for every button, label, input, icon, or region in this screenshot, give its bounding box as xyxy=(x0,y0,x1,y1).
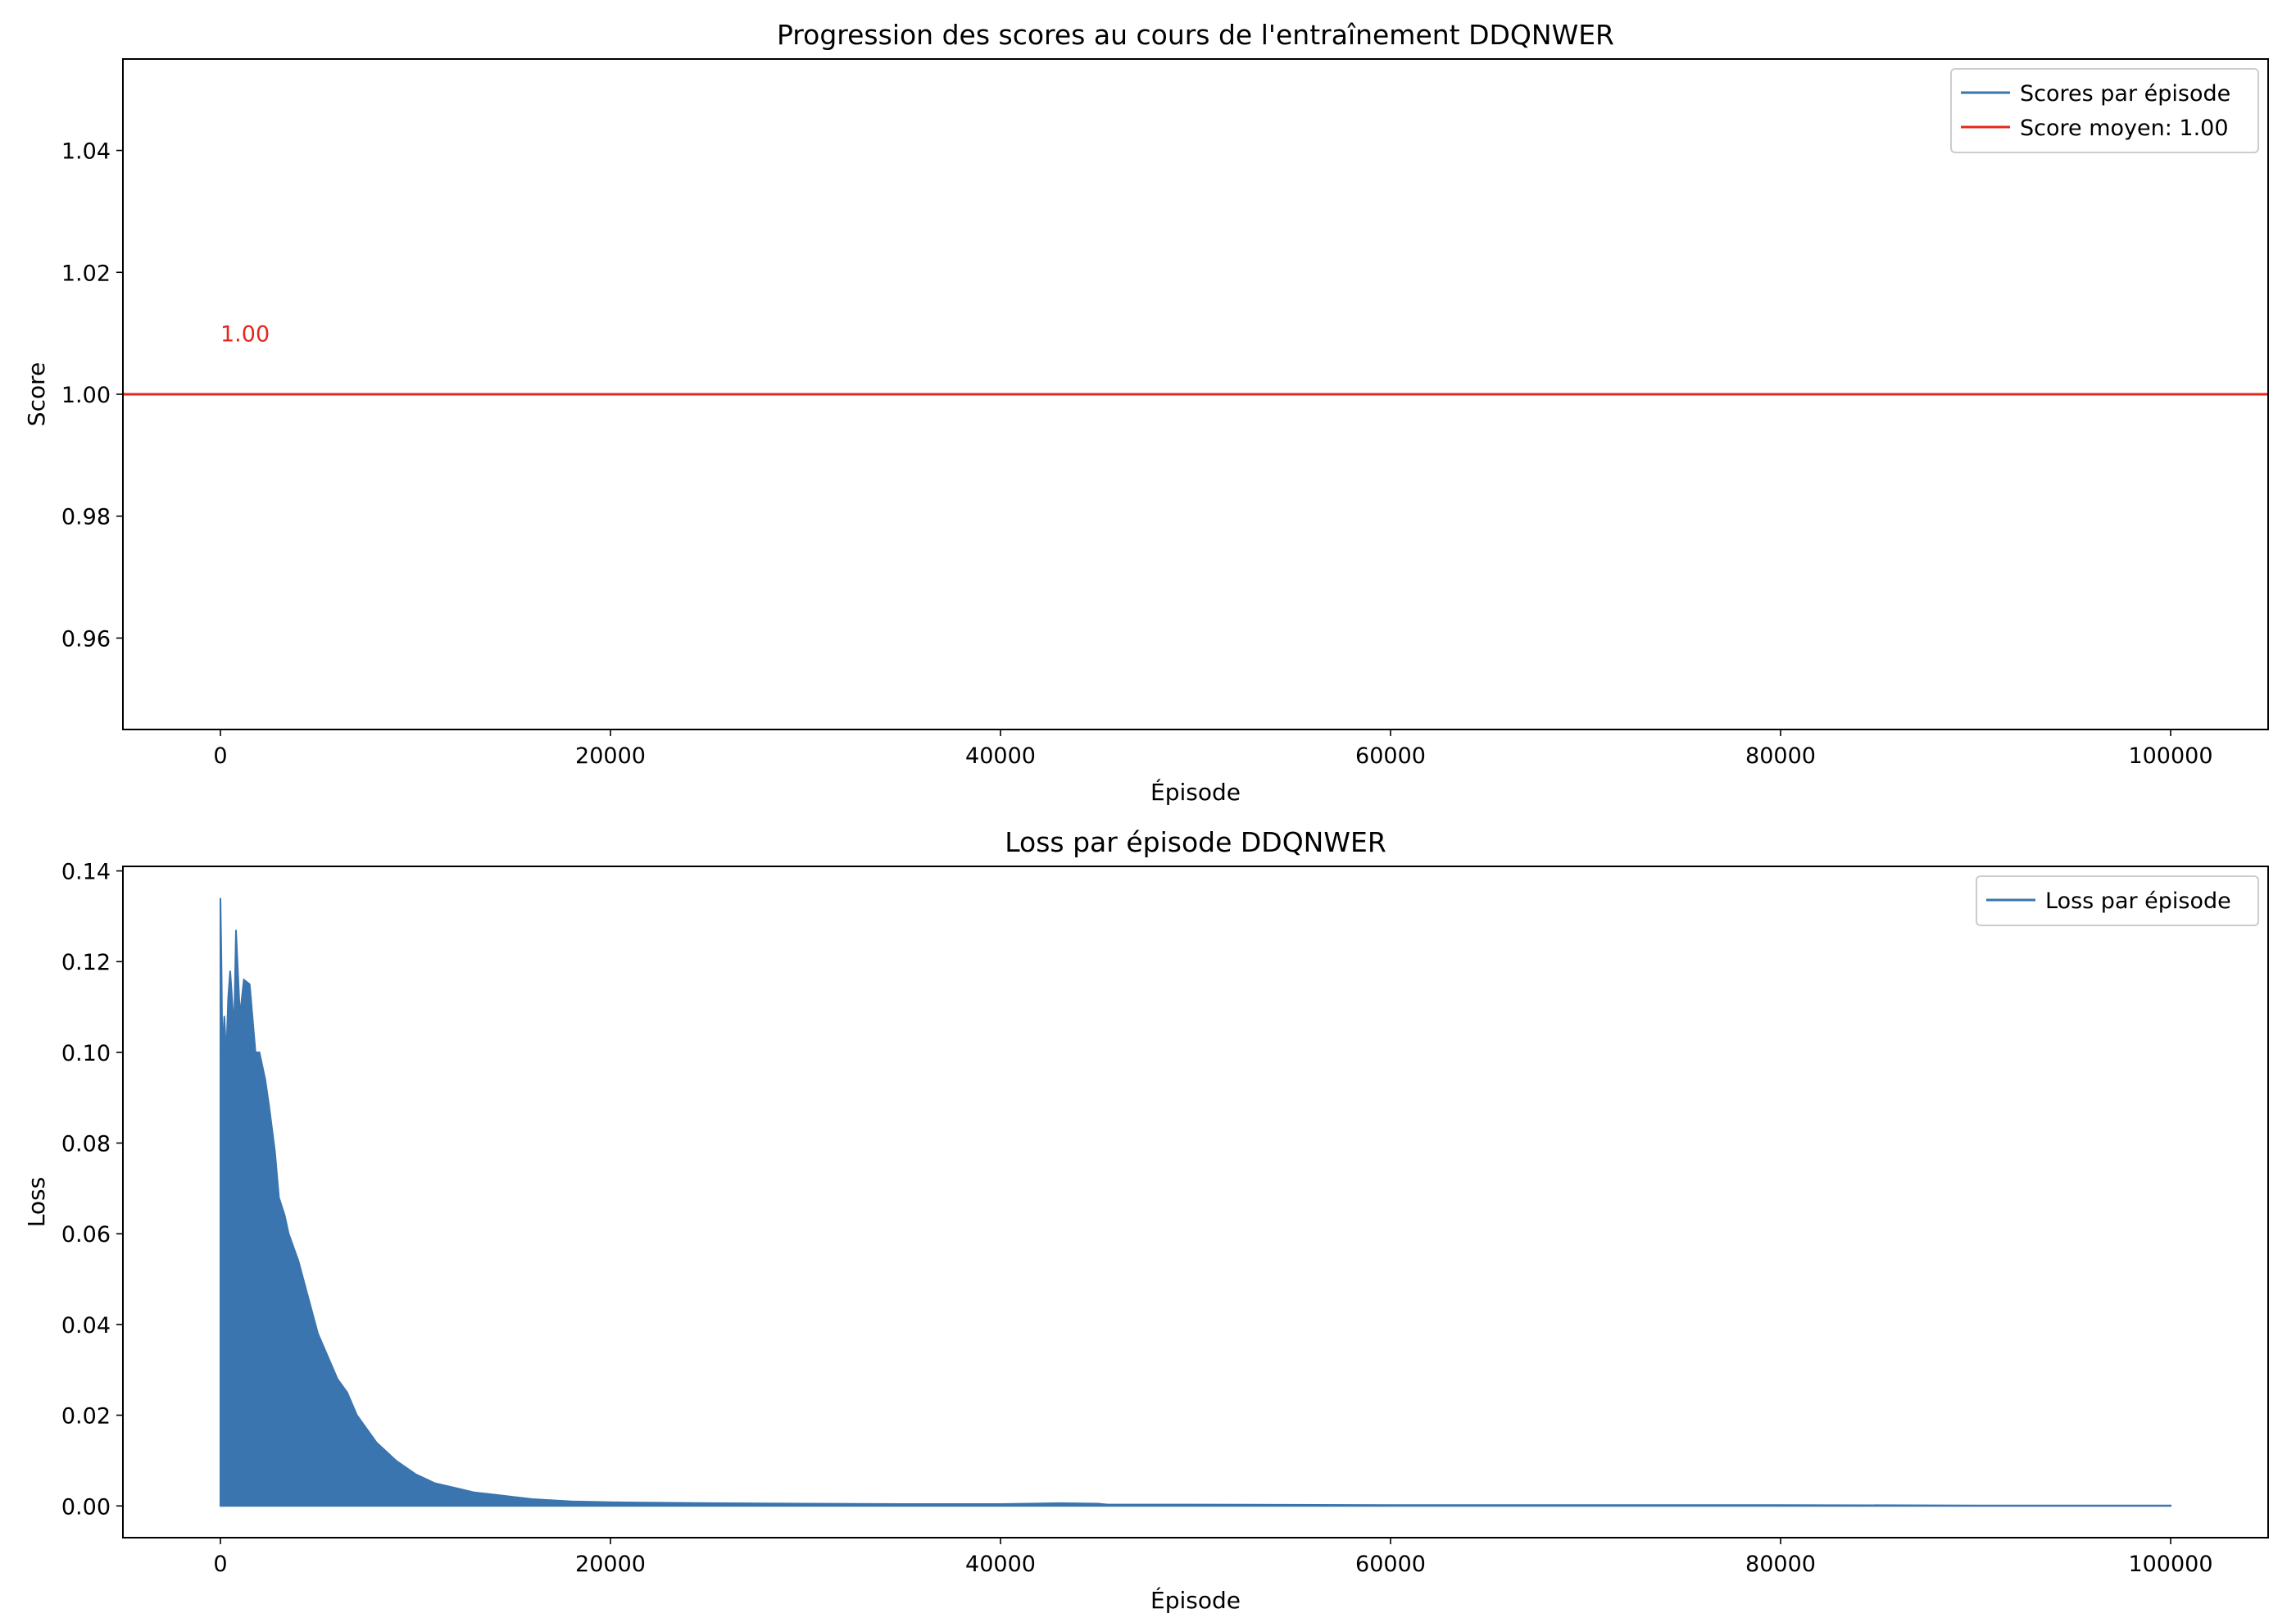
legend: Scores par épisode Score moyen: 1.00 xyxy=(1950,68,2259,153)
legend: Loss par épisode xyxy=(1976,875,2259,926)
y-tick-label: 0.96 xyxy=(61,626,111,652)
y-tick-label: 0.98 xyxy=(61,505,111,530)
legend-label: Score moyen: 1.00 xyxy=(2020,116,2229,141)
loss-chart: 0 20000 40000 60000 80000 100000 0.00 0.02 0.04 0… xyxy=(23,826,2269,1614)
legend-label: Scores par épisode xyxy=(2020,81,2230,107)
legend-box xyxy=(1950,68,2259,153)
x-tick-label: 20000 xyxy=(575,743,646,769)
x-tick-label: 80000 xyxy=(1745,743,1816,769)
y-tick-label: 0.10 xyxy=(61,1041,111,1066)
y-tick-label: 1.00 xyxy=(61,383,111,408)
x-tick-label: 100000 xyxy=(2128,1552,2212,1577)
y-tick-label: 1.02 xyxy=(61,261,111,286)
y-tick-label: 1.04 xyxy=(61,139,111,165)
chart-title: Loss par épisode DDQNWER xyxy=(1005,826,1386,858)
x-tick-label: 80000 xyxy=(1745,1552,1816,1577)
x-axis-label: Épisode xyxy=(1150,778,1241,806)
x-tick-label: 0 xyxy=(213,1552,227,1577)
y-axis-label: Loss xyxy=(23,1177,50,1227)
x-axis-label: Épisode xyxy=(1150,1586,1241,1614)
x-tick-label: 60000 xyxy=(1355,1552,1426,1577)
scores-chart: 1.00 0 20000 40000 60000 80000 100000 0.96 0.98 1… xyxy=(23,19,2269,806)
y-tick-label: 0.14 xyxy=(61,860,111,885)
x-tick-label: 60000 xyxy=(1355,743,1426,769)
y-axis-label: Score xyxy=(23,362,50,426)
y-tick-label: 0.00 xyxy=(61,1494,111,1520)
y-tick-label: 0.04 xyxy=(61,1313,111,1338)
legend-box xyxy=(1976,875,2259,926)
x-tick-label: 0 xyxy=(213,743,227,769)
legend-label: Loss par épisode xyxy=(2045,889,2231,914)
y-tick-label: 0.06 xyxy=(61,1222,111,1248)
y-tick-label: 0.08 xyxy=(61,1132,111,1157)
x-tick-label: 20000 xyxy=(575,1552,646,1577)
plot-frame xyxy=(122,866,2269,1538)
x-tick-label: 40000 xyxy=(965,743,1036,769)
y-tick-label: 0.12 xyxy=(61,950,111,975)
chart-title: Progression des scores au cours de l'ent… xyxy=(777,19,1614,51)
x-tick-label: 100000 xyxy=(2128,743,2212,769)
series-loss-area xyxy=(220,898,2171,1507)
y-tick-label: 0.02 xyxy=(61,1404,111,1429)
x-tick-label: 40000 xyxy=(965,1552,1036,1577)
annotation-label: 1.00 xyxy=(220,322,270,348)
